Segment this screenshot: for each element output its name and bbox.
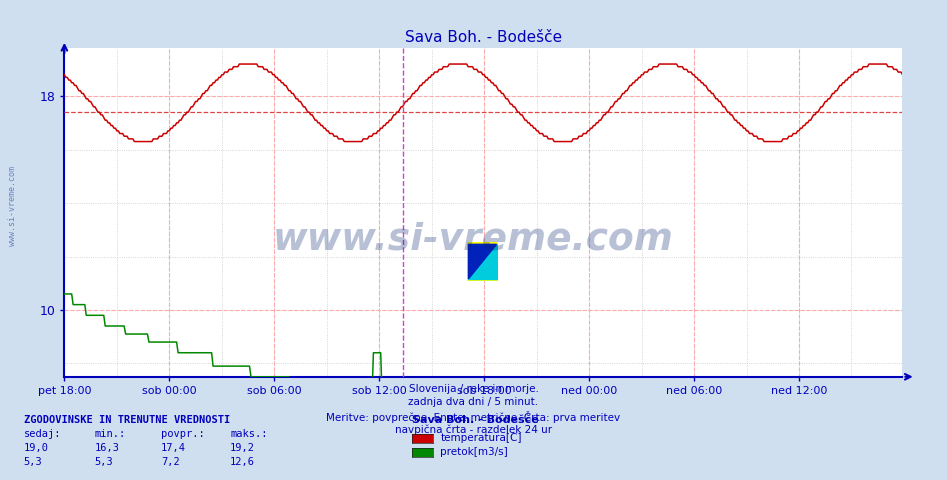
Text: temperatura[C]: temperatura[C]	[440, 433, 522, 443]
Text: Meritve: povprečne  Enote: metrične  Črta: prva meritev: Meritve: povprečne Enote: metrične Črta:…	[327, 411, 620, 423]
Text: pretok[m3/s]: pretok[m3/s]	[440, 447, 509, 457]
Text: 19,0: 19,0	[24, 443, 48, 453]
Text: sedaj:: sedaj:	[24, 429, 62, 439]
Polygon shape	[469, 244, 496, 279]
Text: Sava Boh. - Bodešče: Sava Boh. - Bodešče	[412, 415, 539, 425]
Text: ZGODOVINSKE IN TRENUTNE VREDNOSTI: ZGODOVINSKE IN TRENUTNE VREDNOSTI	[24, 415, 230, 425]
Text: www.si-vreme.com: www.si-vreme.com	[8, 167, 17, 246]
Text: maks.:: maks.:	[230, 429, 268, 439]
Text: 16,3: 16,3	[95, 443, 119, 453]
Text: 12,6: 12,6	[230, 456, 255, 467]
Text: 5,3: 5,3	[95, 456, 114, 467]
Text: 19,2: 19,2	[230, 443, 255, 453]
Text: 5,3: 5,3	[24, 456, 43, 467]
Text: min.:: min.:	[95, 429, 126, 439]
Text: 17,4: 17,4	[161, 443, 186, 453]
Text: Slovenija / reke in morje.: Slovenija / reke in morje.	[408, 384, 539, 394]
Text: 7,2: 7,2	[161, 456, 180, 467]
Text: navpična črta - razdelek 24 ur: navpična črta - razdelek 24 ur	[395, 424, 552, 435]
Text: povpr.:: povpr.:	[161, 429, 205, 439]
Polygon shape	[469, 244, 496, 279]
Text: www.si-vreme.com: www.si-vreme.com	[273, 222, 674, 258]
Text: zadnja dva dni / 5 minut.: zadnja dva dni / 5 minut.	[408, 397, 539, 408]
Title: Sava Boh. - Bodešče: Sava Boh. - Bodešče	[405, 30, 562, 46]
